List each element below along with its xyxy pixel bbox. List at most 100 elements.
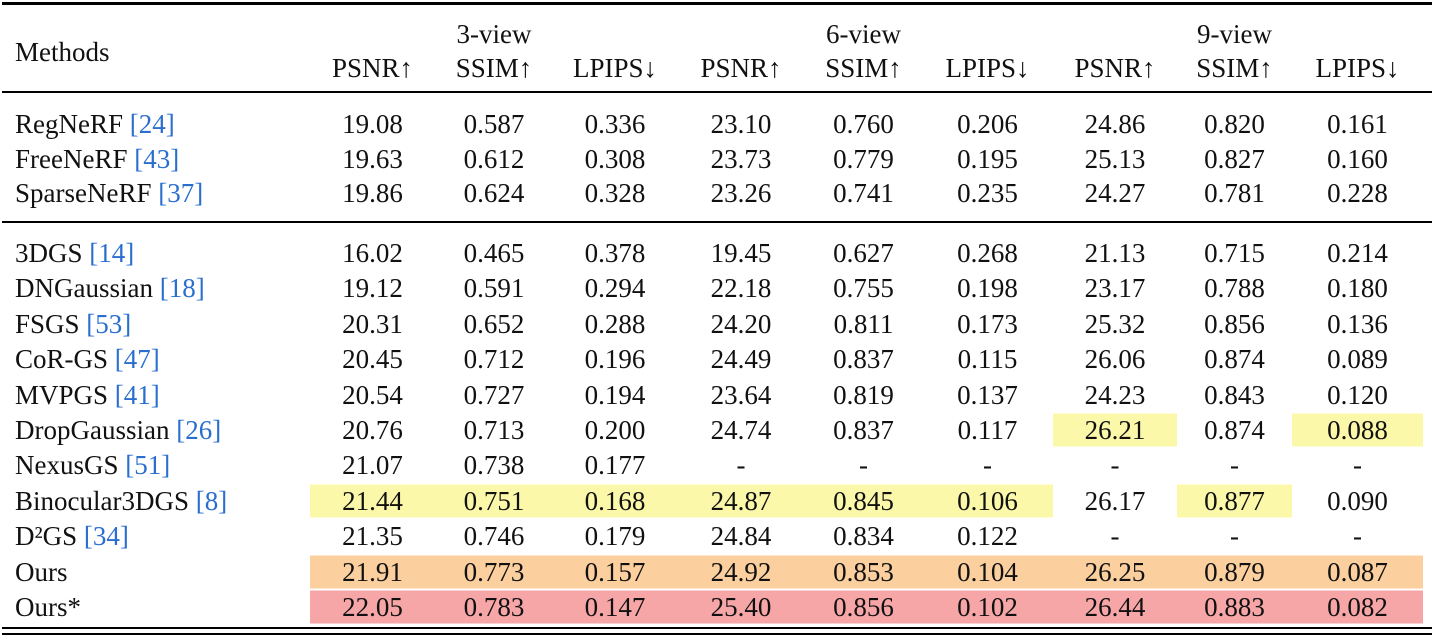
value-cell: 0.288 (584, 308, 646, 339)
metric-header: LPIPS↓ (1315, 53, 1400, 83)
value-cell: 0.843 (1204, 379, 1265, 410)
metric-header: PSNR↑ (331, 53, 414, 83)
method-cell: DropGaussian [26] (15, 414, 221, 446)
value-cell: 0.147 (584, 592, 646, 622)
group-header: 6-view (826, 19, 901, 49)
value-cell: 0.591 (463, 273, 525, 304)
value-cell: 20.31 (342, 308, 403, 339)
value-cell: 0.090 (1327, 485, 1388, 516)
bottom-rule (2, 633, 1432, 635)
value-cell: 24.92 (710, 556, 772, 587)
value-cell: 21.44 (342, 485, 403, 516)
method-cell: D²GS [34] (15, 520, 129, 552)
value-cell: 25.40 (710, 592, 772, 622)
value-cell: 0.136 (1327, 308, 1388, 339)
value-cell: 0.877 (1204, 485, 1265, 516)
method-cell: Ours* (15, 591, 81, 623)
method-name: FSGS (15, 308, 80, 339)
value-cell: 21.91 (342, 556, 403, 587)
highlight (677, 484, 805, 518)
value-cell: 0.160 (1327, 143, 1388, 174)
citation: [47] (114, 344, 160, 375)
value-cell: 0.104 (957, 556, 1018, 587)
value-cell: 0.173 (957, 308, 1018, 339)
value-cell: 0.781 (1204, 178, 1265, 208)
value-cell: 0.837 (833, 344, 894, 375)
highlight (435, 555, 553, 589)
highlight (1177, 484, 1292, 518)
value-cell: 20.54 (342, 379, 403, 410)
highlight (310, 555, 435, 589)
value-cell: 0.308 (584, 143, 646, 174)
value-cell: 0.624 (463, 178, 525, 208)
value-cell: 21.07 (342, 450, 403, 481)
value-cell: 19.63 (342, 143, 403, 174)
value-cell: 0.102 (957, 592, 1018, 622)
highlight (1292, 555, 1423, 589)
value-cell: - (859, 450, 868, 481)
value-cell: 24.49 (710, 344, 772, 375)
value-cell: 25.32 (1084, 308, 1146, 339)
value-cell: 0.652 (463, 308, 525, 339)
citation: [14] (89, 238, 135, 268)
highlight (922, 590, 1053, 624)
highlight (553, 484, 677, 518)
highlight (677, 555, 805, 589)
value-cell: 0.738 (463, 450, 525, 481)
value-cell: 24.87 (710, 485, 772, 516)
value-cell: 26.17 (1084, 485, 1146, 516)
method-cell: Binocular3DGS [8] (15, 485, 227, 517)
value-cell: 0.089 (1327, 344, 1388, 375)
method-cell: Ours (15, 556, 68, 588)
highlight (1292, 413, 1423, 447)
group-header: 9-view (1197, 19, 1272, 49)
value-cell: 0.120 (1327, 379, 1388, 410)
value-cell: 0.268 (957, 238, 1018, 268)
value-cell: - (1353, 450, 1362, 481)
value-cell: 20.45 (342, 344, 403, 375)
value-cell: 0.834 (833, 521, 894, 552)
value-cell: 0.087 (1327, 556, 1388, 587)
value-cell: 0.856 (1204, 308, 1265, 339)
method-name: CoR-GS (15, 344, 109, 375)
value-cell: 0.200 (584, 415, 646, 445)
highlight (805, 555, 922, 589)
method-name: D²GS (15, 521, 78, 552)
citation: [41] (114, 379, 160, 410)
citation: [18] (159, 273, 205, 304)
value-cell: 0.194 (584, 379, 646, 410)
value-cell: 0.157 (584, 556, 646, 587)
value-cell: - (1110, 450, 1120, 481)
value-cell: 0.715 (1204, 238, 1265, 268)
value-cell: 0.820 (1204, 109, 1265, 139)
value-cell: - (1353, 521, 1362, 552)
method-name: MVPGS (15, 379, 109, 410)
metric-header: SSIM↑ (1196, 53, 1273, 83)
value-cell: 24.23 (1084, 379, 1146, 410)
value-cell: 0.088 (1327, 415, 1388, 445)
value-cell: - (1110, 521, 1120, 552)
value-cell: 0.179 (584, 521, 646, 552)
highlight (310, 590, 435, 624)
citation: [26] (176, 415, 222, 445)
value-cell: 0.811 (833, 308, 894, 339)
value-cell: 0.746 (463, 521, 525, 552)
value-cell: 23.10 (710, 109, 772, 139)
value-cell: 0.612 (463, 143, 525, 174)
citation: [51] (125, 450, 171, 481)
value-cell: 0.751 (463, 485, 525, 516)
value-cell: 0.874 (1204, 415, 1265, 445)
value-cell: 0.082 (1327, 592, 1388, 622)
value-cell: 0.177 (584, 450, 646, 481)
citation: [24] (129, 109, 175, 139)
value-cell: 20.76 (342, 415, 403, 445)
value-cell: 0.294 (584, 273, 646, 304)
value-cell: 0.196 (584, 344, 646, 375)
value-cell: 0.587 (463, 109, 525, 139)
highlight (1053, 555, 1177, 589)
value-cell: 0.627 (833, 238, 894, 268)
value-cell: 24.74 (710, 415, 772, 445)
highlight (1177, 555, 1292, 589)
highlight (677, 590, 805, 624)
value-cell: 22.05 (342, 592, 403, 622)
